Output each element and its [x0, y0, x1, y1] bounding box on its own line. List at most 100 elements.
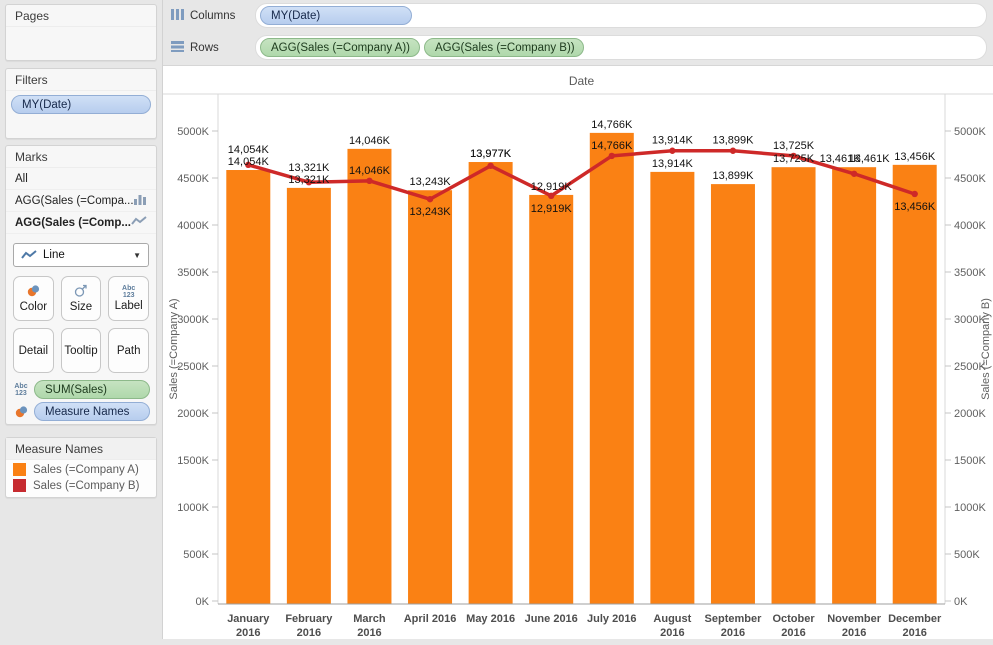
pill-agg-sales-company-b[interactable]: AGG(Sales (=Company B)): [424, 38, 584, 57]
bar-label: 13,725K: [773, 153, 815, 165]
bar-label: 13,461K: [820, 153, 862, 165]
right-tick-label: 2000K: [954, 408, 986, 420]
abc123-icon: Abc 123: [122, 285, 136, 299]
dual-axis-chart: Date 0K 500K 1000K 1500K 2000K 2500K 3000K 3500K…: [163, 74, 993, 639]
x-axis-label: March: [353, 613, 386, 625]
filters-card: Filters MY(Date): [5, 68, 157, 139]
columns-shelf-label: Columns: [190, 9, 236, 22]
bar-label: 12,919K: [531, 181, 573, 193]
x-axis-label: August: [653, 613, 691, 625]
right-tick-label: 4000K: [954, 220, 986, 232]
detail-button[interactable]: Detail: [13, 328, 54, 373]
x-axis-label: July 2016: [587, 613, 637, 625]
color-button[interactable]: Color: [13, 276, 54, 321]
bar-august-2016[interactable]: [650, 171, 695, 604]
legend-item-company-a[interactable]: Sales (=Company A): [6, 460, 156, 476]
line-sales-company-b[interactable]: [247, 148, 916, 201]
right-tick-label: 0K: [954, 596, 968, 608]
line-point-april-2016[interactable]: [426, 195, 434, 203]
line-point-october-2016[interactable]: [790, 152, 797, 160]
line-point-december-2016[interactable]: [911, 190, 918, 198]
line-point-february-2016[interactable]: [305, 179, 313, 186]
x-axis-label: November: [827, 613, 882, 625]
bar-label: 14,054K: [228, 156, 270, 168]
columns-shelf-track[interactable]: MY(Date): [255, 3, 987, 28]
size-button[interactable]: Size: [60, 276, 102, 321]
filters-header: Filters: [6, 69, 156, 91]
line-mark-icon: [21, 249, 37, 261]
bar-september-2016[interactable]: [710, 184, 755, 605]
left-tick-label: 4000K: [177, 220, 209, 232]
line-point-july-2016[interactable]: [608, 152, 615, 160]
bar-july-2016[interactable]: [589, 132, 634, 604]
left-tick-label: 2000K: [177, 408, 209, 420]
marks-item-sales-company-b[interactable]: AGG(Sales (=Comp...: [6, 212, 156, 234]
line-label: 13,461K: [849, 153, 891, 165]
legend-item-company-b[interactable]: Sales (=Company B): [6, 476, 156, 492]
color-icon: [26, 284, 41, 300]
marks-card: Marks All AGG(Sales (=Compa... AGG(Sales…: [5, 145, 157, 425]
line-point-september-2016[interactable]: [729, 147, 737, 154]
bar-label: 13,321K: [288, 174, 330, 186]
chevron-down-icon: ▼: [133, 250, 141, 260]
right-tick-label: 500K: [954, 549, 980, 561]
x-axis-label: 2016: [902, 627, 926, 639]
bar-january-2016[interactable]: [226, 170, 271, 604]
line-point-may-2016[interactable]: [487, 162, 494, 169]
mark-type-dropdown[interactable]: Line ▼: [13, 243, 149, 267]
shelf-area: Columns MY(Date) Rows AGG(Sales (=Compan…: [163, 0, 993, 65]
bar-february-2016[interactable]: [286, 187, 331, 604]
path-button[interactable]: Path: [108, 328, 149, 373]
bar-march-2016[interactable]: [347, 148, 392, 605]
legend-swatch-red: [13, 479, 26, 492]
bar-june-2016[interactable]: [529, 194, 574, 605]
right-tick-label: 1000K: [954, 502, 986, 514]
marks-header: Marks: [6, 146, 156, 168]
left-tick-label: 3000K: [177, 314, 209, 326]
x-axis-label: 2016: [721, 627, 745, 639]
bar-april-2016[interactable]: [408, 190, 453, 604]
bar-october-2016[interactable]: [771, 167, 816, 604]
bar-november-2016[interactable]: [832, 167, 877, 604]
tooltip-button[interactable]: Tooltip: [60, 328, 102, 373]
bar-december-2016[interactable]: [892, 164, 937, 604]
line-label: 13,725K: [773, 140, 815, 152]
left-tick-label: 4500K: [177, 173, 209, 185]
line-point-march-2016[interactable]: [366, 177, 373, 185]
bar-may-2016[interactable]: [468, 162, 513, 604]
bar-chart-icon: [133, 193, 147, 208]
bar-label: 13,899K: [712, 170, 754, 182]
marks-item-all[interactable]: All: [6, 168, 156, 190]
right-tick-label: 5000K: [954, 126, 986, 138]
rows-shelf-track[interactable]: AGG(Sales (=Company A)) AGG(Sales (=Comp…: [255, 35, 987, 60]
x-axis-label: June 2016: [525, 613, 578, 625]
pill-my-date[interactable]: MY(Date): [260, 6, 412, 25]
line-point-january-2016[interactable]: [245, 161, 252, 169]
marks-item-sales-company-a[interactable]: AGG(Sales (=Compa...: [6, 190, 156, 212]
marks-shelf-row: Measure Names: [6, 399, 156, 421]
right-axis-title: Sales (=Company B): [980, 298, 992, 400]
line-point-august-2016[interactable]: [669, 147, 676, 154]
columns-shelf: Columns MY(Date): [163, 3, 993, 28]
x-axis-label: May 2016: [466, 613, 515, 625]
line-chart-icon: [131, 215, 147, 230]
line-label: 13,243K: [410, 206, 452, 218]
line-label: 14,054K: [228, 144, 270, 156]
pill-measure-names[interactable]: Measure Names: [34, 402, 150, 421]
line-point-november-2016[interactable]: [850, 170, 858, 177]
filter-pill-my-date[interactable]: MY(Date): [11, 95, 151, 114]
left-axis-title: Sales (=Company A): [168, 298, 180, 399]
x-axis-label: 2016: [842, 627, 866, 639]
pill-sum-sales[interactable]: SUM(Sales): [34, 380, 150, 399]
chart-area: Date 0K 500K 1000K 1500K 2000K 2500K 3000K 3500K…: [163, 65, 993, 639]
pages-header: Pages: [6, 5, 156, 27]
left-tick-label: 0K: [196, 596, 210, 608]
rows-shelf-label: Rows: [190, 41, 219, 54]
marks-shelf-row: Abc 123 SUM(Sales): [6, 377, 156, 399]
label-button[interactable]: Abc 123 Label: [108, 276, 149, 321]
line-point-june-2016[interactable]: [548, 192, 555, 200]
pill-agg-sales-company-a[interactable]: AGG(Sales (=Company A)): [260, 38, 420, 57]
line-label: 13,321K: [288, 162, 330, 174]
left-tick-label: 1000K: [177, 502, 209, 514]
side-panel: Pages Filters MY(Date) Marks All AGG(Sal…: [0, 0, 163, 639]
